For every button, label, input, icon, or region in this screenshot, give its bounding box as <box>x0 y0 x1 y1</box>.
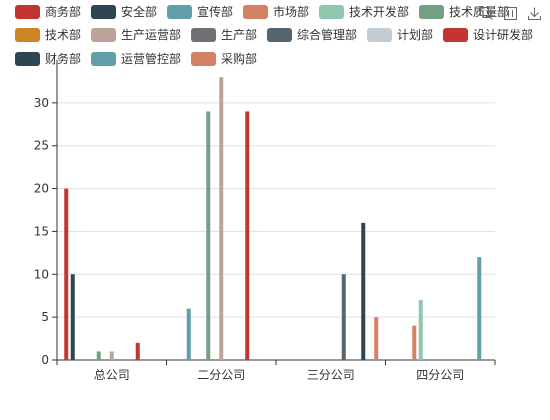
legend-item[interactable]: 安全部 <box>91 5 157 19</box>
legend-swatch <box>191 28 216 42</box>
legend-swatch <box>243 5 268 19</box>
legend-item[interactable]: 生产运营部 <box>91 28 181 42</box>
legend-swatch <box>267 28 292 42</box>
bar <box>341 274 346 360</box>
legend-label: 安全部 <box>121 5 158 19</box>
y-tick-label: 25 <box>34 139 49 153</box>
bar <box>96 351 101 360</box>
legend-item[interactable]: 综合管理部 <box>267 28 357 42</box>
legend-swatch <box>443 28 468 42</box>
legend-label: 计划部 <box>397 28 434 42</box>
legend-item[interactable]: 生产部 <box>191 28 257 42</box>
legend-label: 市场部 <box>273 5 310 19</box>
bar <box>412 325 417 360</box>
legend-item[interactable]: 计划部 <box>367 28 433 42</box>
download-icon[interactable] <box>527 6 542 21</box>
y-tick-label: 0 <box>41 353 49 367</box>
zoom-icon[interactable] <box>479 6 494 21</box>
legend-label: 宣传部 <box>197 5 234 19</box>
legend-swatch <box>367 28 392 42</box>
legend-item[interactable]: 商务部 <box>15 5 81 19</box>
legend-label: 商务部 <box>45 5 82 19</box>
legend-item[interactable]: 技术质量部 <box>419 5 509 19</box>
bar <box>245 111 250 360</box>
legend-swatch <box>319 5 344 19</box>
x-tick-label: 二分公司 <box>197 368 245 382</box>
bar <box>374 317 379 360</box>
legend-label: 技术质量部 <box>449 5 510 19</box>
legend-label: 财务部 <box>45 52 82 66</box>
x-tick-label: 四分公司 <box>416 368 464 382</box>
legend-label: 采购部 <box>221 52 258 66</box>
legend-swatch <box>191 52 216 66</box>
y-tick-label: 20 <box>34 182 49 196</box>
x-tick-label: 总公司 <box>94 368 130 382</box>
bar <box>361 222 366 360</box>
bar <box>206 111 211 360</box>
legend-item[interactable]: 宣传部 <box>167 5 233 19</box>
bar <box>477 257 482 360</box>
x-tick-label: 三分公司 <box>307 368 355 382</box>
y-tick-label: 15 <box>34 224 49 238</box>
y-tick-label: 30 <box>34 96 49 110</box>
legend: 商务部 安全部 宣传部 市场部 技术开发部 技术质量部技术部 生产运营部 生产部 综合管理部 计划… <box>0 0 550 70</box>
legend-swatch <box>91 28 116 42</box>
legend-label: 生产部 <box>221 28 258 42</box>
legend-swatch <box>15 52 40 66</box>
legend-item[interactable]: 运营管控部 <box>91 52 181 66</box>
bar <box>418 300 423 360</box>
legend-swatch <box>419 5 444 19</box>
legend-item[interactable]: 设计研发部 <box>443 28 533 42</box>
toolbox <box>479 6 542 21</box>
y-tick-label: 10 <box>34 267 49 281</box>
bar <box>70 274 75 360</box>
legend-label: 综合管理部 <box>297 28 358 42</box>
bar <box>219 77 224 361</box>
legend-swatch <box>167 5 192 19</box>
y-tick-label: 5 <box>41 310 49 324</box>
legend-label: 技术部 <box>45 28 82 42</box>
data-view-icon[interactable] <box>503 6 518 21</box>
legend-label: 生产运营部 <box>121 28 182 42</box>
legend-item[interactable]: 技术开发部 <box>319 5 409 19</box>
bar <box>109 351 114 360</box>
bar <box>186 308 191 360</box>
legend-swatch <box>15 28 40 42</box>
bar <box>64 188 69 360</box>
legend-item[interactable]: 财务部 <box>15 52 81 66</box>
legend-swatch <box>91 52 116 66</box>
legend-label: 运营管控部 <box>121 52 182 66</box>
legend-swatch <box>91 5 116 19</box>
legend-label: 设计研发部 <box>473 28 534 42</box>
legend-swatch <box>15 5 40 19</box>
bar <box>135 342 140 360</box>
legend-item[interactable]: 采购部 <box>191 52 257 66</box>
legend-item[interactable]: 技术部 <box>15 28 81 42</box>
legend-label: 技术开发部 <box>349 5 410 19</box>
legend-item[interactable]: 市场部 <box>243 5 309 19</box>
